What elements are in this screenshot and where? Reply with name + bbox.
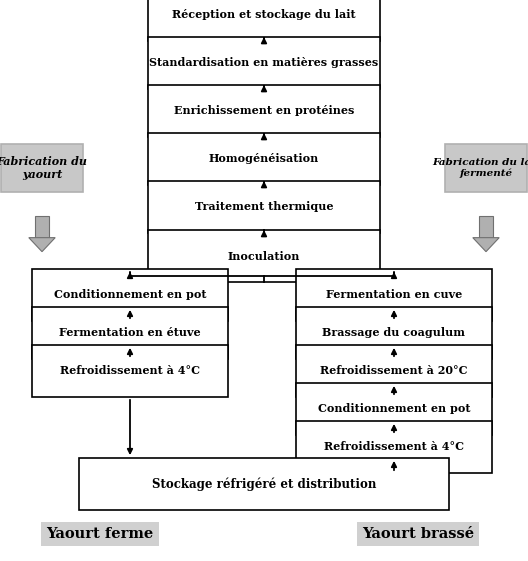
Text: Yaourt ferme: Yaourt ferme — [46, 527, 154, 541]
FancyBboxPatch shape — [32, 307, 228, 359]
Text: Fabrication du lait
fermenté: Fabrication du lait fermenté — [432, 158, 528, 178]
Text: Refroidissement à 20°C: Refroidissement à 20°C — [320, 366, 468, 376]
FancyBboxPatch shape — [32, 345, 228, 397]
Polygon shape — [29, 238, 55, 252]
Text: Inoculation: Inoculation — [228, 251, 300, 261]
FancyBboxPatch shape — [79, 458, 449, 510]
FancyBboxPatch shape — [148, 133, 380, 185]
FancyBboxPatch shape — [148, 181, 380, 233]
Text: Fabrication du
yaourt: Fabrication du yaourt — [0, 156, 88, 180]
Text: Standardisation en matières grasses: Standardisation en matières grasses — [149, 57, 379, 68]
FancyBboxPatch shape — [32, 269, 228, 321]
Text: Enrichissement en protéines: Enrichissement en protéines — [174, 105, 354, 117]
FancyBboxPatch shape — [296, 383, 492, 435]
FancyBboxPatch shape — [148, 0, 380, 41]
FancyBboxPatch shape — [296, 421, 492, 473]
Text: Fermentation en étuve: Fermentation en étuve — [59, 328, 201, 338]
Text: Yaourt brassé: Yaourt brassé — [362, 527, 474, 541]
FancyBboxPatch shape — [148, 230, 380, 282]
Text: Brassage du coagulum: Brassage du coagulum — [323, 328, 466, 338]
Polygon shape — [473, 238, 499, 252]
Text: Refroidissement à 4°C: Refroidissement à 4°C — [324, 442, 464, 453]
FancyBboxPatch shape — [296, 345, 492, 397]
Text: Conditionnement en pot: Conditionnement en pot — [318, 403, 470, 415]
FancyBboxPatch shape — [445, 144, 527, 192]
Text: Conditionnement en pot: Conditionnement en pot — [54, 289, 206, 301]
Bar — [35, 217, 50, 238]
FancyBboxPatch shape — [296, 269, 492, 321]
Text: Fermentation en cuve: Fermentation en cuve — [326, 289, 462, 301]
Text: Réception et stockage du lait: Réception et stockage du lait — [172, 10, 356, 21]
FancyBboxPatch shape — [296, 307, 492, 359]
Text: Stockage réfrigéré et distribution: Stockage réfrigéré et distribution — [152, 477, 376, 491]
Text: Refroidissement à 4°C: Refroidissement à 4°C — [60, 366, 200, 376]
Text: Traitement thermique: Traitement thermique — [195, 201, 333, 213]
FancyBboxPatch shape — [148, 85, 380, 137]
FancyBboxPatch shape — [148, 37, 380, 89]
Text: Homogénéisation: Homogénéisation — [209, 154, 319, 164]
FancyBboxPatch shape — [1, 144, 83, 192]
Bar — [478, 217, 493, 238]
